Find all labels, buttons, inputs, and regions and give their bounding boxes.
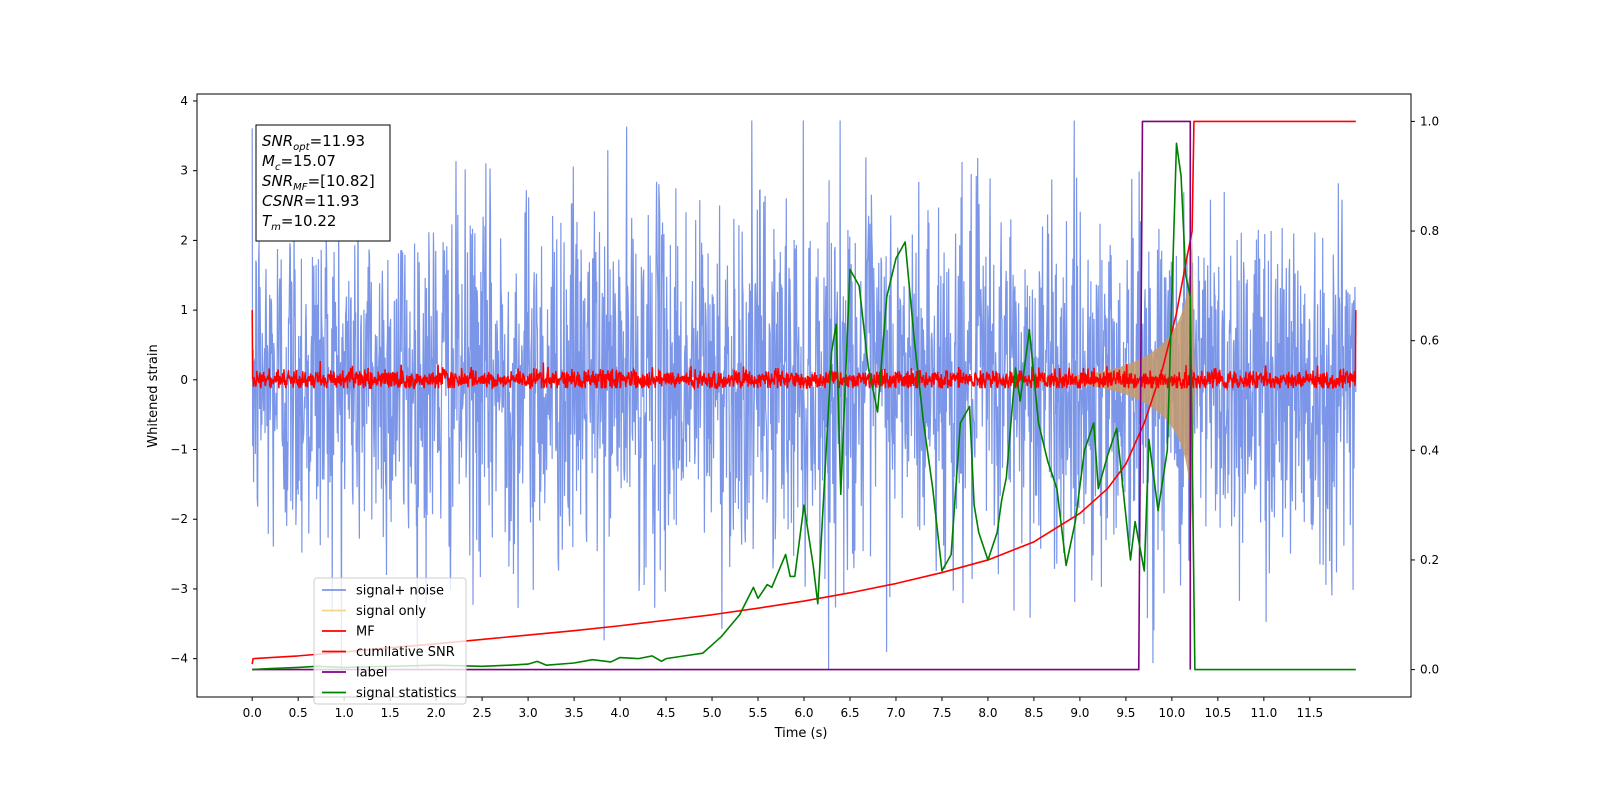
info-value: =10.22 xyxy=(281,212,337,230)
legend-label: signal statistics xyxy=(356,686,457,701)
x-tick-label: 6.0 xyxy=(794,706,813,720)
x-tick-label: 8.0 xyxy=(978,706,997,720)
info-box-line: Mc=15.07 xyxy=(262,152,336,173)
x-tick-label: 7.0 xyxy=(886,706,905,720)
info-value: =15.07 xyxy=(280,152,336,170)
legend-label: signal+ noise xyxy=(356,584,444,599)
y2-tick-label: 0.2 xyxy=(1420,553,1439,567)
y2-tick-label: 0.4 xyxy=(1420,443,1439,457)
info-symbol: CSNR xyxy=(262,192,304,210)
x-tick-label: 1.0 xyxy=(335,706,354,720)
x-tick-label: 2.0 xyxy=(427,706,446,720)
series-mf xyxy=(251,310,1357,392)
x-tick-label: 0.0 xyxy=(243,706,262,720)
x-tick-label: 5.0 xyxy=(702,706,721,720)
info-box-line: SNRMF=[10.82] xyxy=(262,172,375,193)
y-tick-label: −1 xyxy=(170,443,188,457)
info-value: =11.93 xyxy=(310,132,366,150)
info-subscript: opt xyxy=(293,142,310,153)
legend-frame xyxy=(313,577,467,705)
x-tick-label: 7.5 xyxy=(932,706,951,720)
legend-label: cumilative SNR xyxy=(356,645,455,660)
y-tick-label: 4 xyxy=(180,94,188,108)
info-box-line: Tm=10.22 xyxy=(262,212,336,233)
x-axis-label: Time (s) xyxy=(774,726,828,741)
info-box-line: CSNR=11.93 xyxy=(262,192,359,210)
y-tick-label: −2 xyxy=(170,512,188,526)
x-tick-label: 3.5 xyxy=(565,706,584,720)
info-subscript: c xyxy=(275,162,281,173)
y2-tick-label: 0.0 xyxy=(1420,663,1439,677)
x-tick-label: 10.5 xyxy=(1205,706,1232,720)
info-box: SNRopt=11.93Mc=15.07SNRMF=[10.82]CSNR=11… xyxy=(255,124,391,242)
y-axis-label: Whitened strain xyxy=(146,344,161,447)
series-signal-only xyxy=(1033,229,1195,530)
legend-label: MF xyxy=(356,625,375,640)
series-signal-statistics xyxy=(252,142,1356,671)
legend-label: signal only xyxy=(356,604,426,619)
x-tick-label: 4.5 xyxy=(656,706,675,720)
x-tick-label: 6.5 xyxy=(840,706,859,720)
x-tick-label: 9.5 xyxy=(1116,706,1135,720)
y-tick-label: −3 xyxy=(170,582,188,596)
y-tick-label: 1 xyxy=(180,303,188,317)
x-tick-label: 2.5 xyxy=(473,706,492,720)
info-value: =11.93 xyxy=(304,192,360,210)
y-tick-label: 3 xyxy=(180,164,188,178)
y2-tick-label: 0.6 xyxy=(1420,334,1439,348)
y2-tick-label: 1.0 xyxy=(1420,114,1439,128)
info-symbol: SNR xyxy=(262,132,293,150)
info-symbol: SNR xyxy=(262,172,293,190)
info-box-line: SNRopt=11.93 xyxy=(262,132,365,153)
x-tick-label: 4.0 xyxy=(611,706,630,720)
x-tick-label: 10.0 xyxy=(1159,706,1186,720)
info-subscript: MF xyxy=(293,182,308,193)
y-tick-label: 2 xyxy=(180,233,188,247)
axes: 0.0 0.5 1.0 1.5 2.0 2.5 3.0 3.5 4.0 4.5 5.0 5.5 6.0 6… xyxy=(170,94,1439,720)
x-tick-label: 0.5 xyxy=(289,706,308,720)
x-tick-label: 1.5 xyxy=(381,706,400,720)
x-tick-label: 11.5 xyxy=(1296,706,1323,720)
x-tick-label: 9.0 xyxy=(1070,706,1089,720)
legend: signal+ noise signal only MF cumilative SNR… xyxy=(313,577,467,705)
y-tick-label: −4 xyxy=(170,652,188,666)
legend-label: label xyxy=(356,666,387,681)
y2-tick-label: 0.8 xyxy=(1420,224,1439,238)
info-value: =[10.82] xyxy=(308,172,375,190)
info-box-frame xyxy=(255,124,391,242)
x-tick-label: 8.5 xyxy=(1024,706,1043,720)
info-symbol: T xyxy=(262,212,273,230)
y-tick-label: 0 xyxy=(180,373,188,387)
x-tick-label: 3.0 xyxy=(519,706,538,720)
info-symbol: M xyxy=(262,152,275,170)
x-tick-label: 5.5 xyxy=(748,706,767,720)
x-tick-label: 11.0 xyxy=(1250,706,1277,720)
info-subscript: m xyxy=(271,222,281,233)
